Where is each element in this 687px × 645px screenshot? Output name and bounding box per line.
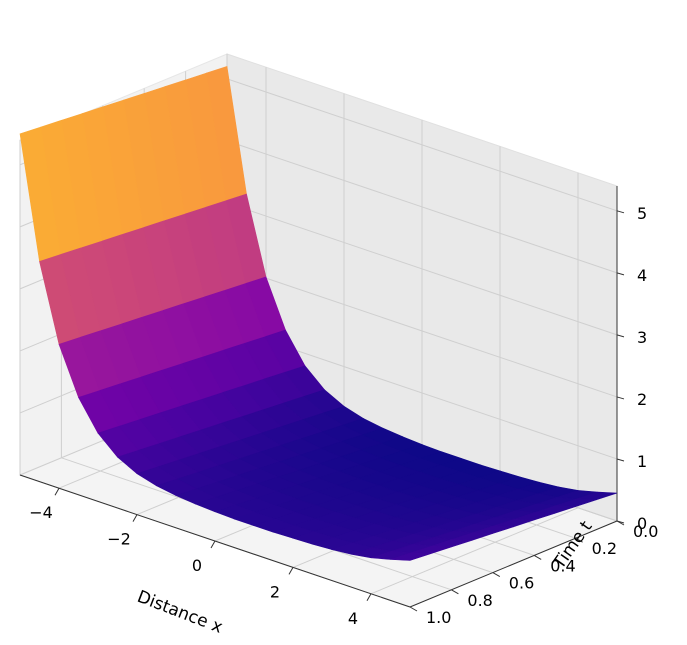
z-tick-label: 3: [637, 328, 647, 347]
x-tick-label: −4: [29, 503, 53, 522]
y-tick-mark: [492, 572, 501, 578]
y-axis-line: [409, 520, 618, 608]
surface: [19, 66, 618, 561]
x-axis-ticks: −4 −2 0 2 4: [29, 487, 372, 628]
x-tick-label: 0: [192, 556, 202, 575]
surface-patch: [390, 552, 431, 561]
y-axis-ticks: 0.0 0.2 0.4 0.6 0.8 1.0: [409, 520, 658, 627]
back-gridline-z: [226, 140, 618, 274]
y-tick-label: 0.4: [550, 556, 575, 575]
y-tick-mark: [575, 537, 583, 543]
x-tick-label: 4: [348, 609, 358, 628]
back-gridline-z: [226, 202, 618, 336]
x-tick-label: −2: [107, 530, 131, 549]
x-tick-mark: [210, 540, 216, 549]
z-tick-label: 4: [637, 266, 647, 285]
back-gridline-z: [226, 264, 618, 398]
x-axis-label: Distance x: [134, 587, 225, 638]
z-tick-mark: [616, 520, 625, 524]
z-tick-mark: [616, 334, 625, 338]
back-gridline-z: [226, 78, 618, 212]
z-tick-label: 2: [637, 390, 647, 409]
y-tick-label: 0.6: [509, 574, 534, 593]
z-tick-mark: [616, 272, 625, 276]
x-tick-label: 2: [270, 582, 280, 601]
y-tick-label: 0.8: [467, 591, 492, 610]
z-tick-label: 1: [637, 452, 647, 471]
z-tick-mark: [616, 210, 625, 214]
z-tick-mark: [616, 458, 625, 462]
floor-gridline-x: [370, 507, 579, 595]
x-tick-mark: [288, 567, 294, 575]
y-tick-label: 1.0: [426, 608, 451, 627]
z-tick-mark: [616, 396, 625, 400]
y-tick-mark: [533, 554, 542, 560]
x-tick-mark: [132, 514, 138, 522]
y-tick-label: 0.0: [633, 522, 658, 541]
y-tick-label: 0.2: [592, 539, 617, 558]
y-tick-mark: [451, 589, 459, 595]
z-tick-label: 0: [637, 514, 647, 533]
z-tick-label: 5: [637, 204, 647, 223]
z-axis-ticks: 0 1 2 3 4 5: [616, 204, 647, 533]
x-tick-mark: [366, 593, 372, 602]
y-tick-mark: [409, 606, 418, 612]
x-tick-mark: [54, 487, 60, 496]
